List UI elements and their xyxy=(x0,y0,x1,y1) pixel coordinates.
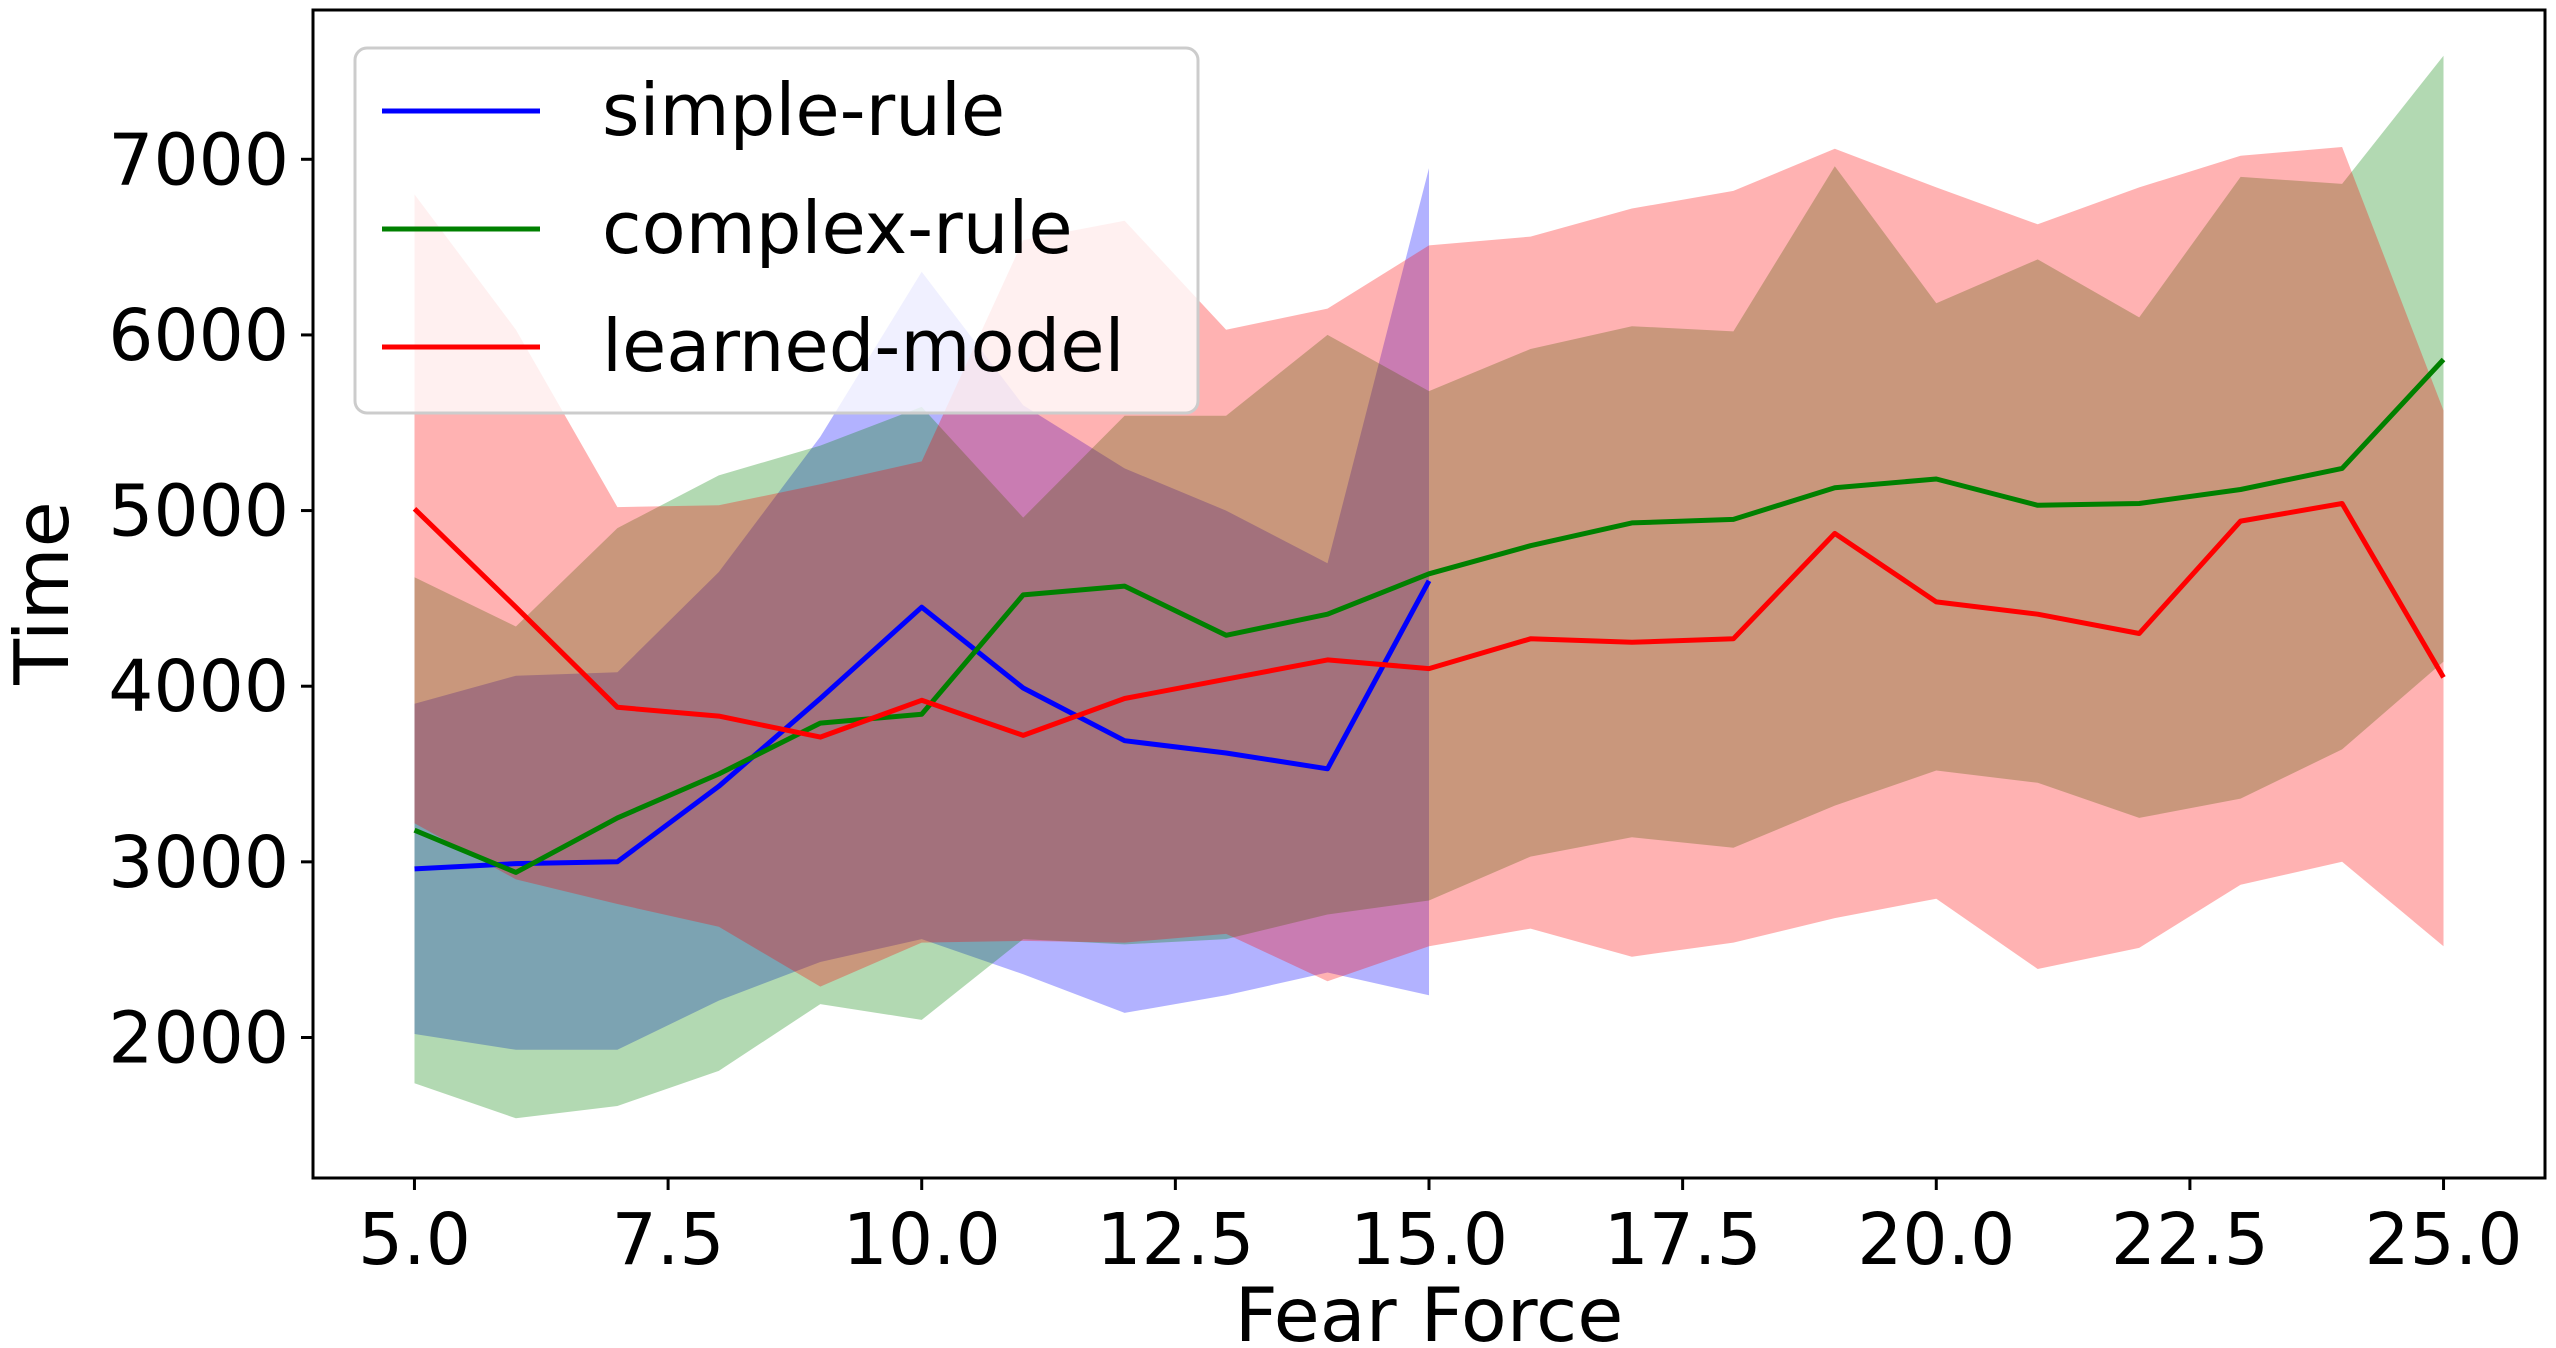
x-tick-label: 7.5 xyxy=(612,1198,725,1281)
y-axis-label: Time xyxy=(0,501,86,686)
simple-rule-line xyxy=(414,579,1432,872)
x-axis-ticks: 5.0 7.5 10.0 12.5 15.0 17.5 20.0 22.5 25.0 xyxy=(358,1178,2523,1281)
legend: simple-rule complex-rule learned-model xyxy=(353,46,1200,415)
y-tick-label: 4000 xyxy=(108,645,289,728)
complex-rule-band xyxy=(414,55,2444,1119)
series-lines xyxy=(412,357,2446,875)
x-tick-label: 12.5 xyxy=(1096,1198,1254,1281)
learned-model-band xyxy=(414,147,2444,987)
x-tick-label: 15.0 xyxy=(1350,1198,1508,1281)
y-axis-ticks: 2000 3000 4000 5000 6000 7000 xyxy=(108,118,313,1079)
x-tick-label: 17.5 xyxy=(1604,1198,1762,1281)
x-axis-label: Fear Force xyxy=(1235,1271,1624,1348)
x-tick-label: 25.0 xyxy=(2364,1198,2522,1281)
y-tick-label: 6000 xyxy=(108,294,289,377)
simple-rule-legend-label: simple-rule xyxy=(602,68,1005,152)
complex-rule-line xyxy=(413,357,2446,875)
y-tick-label: 7000 xyxy=(108,118,289,201)
learned-model-legend-label: learned-model xyxy=(602,304,1125,388)
y-tick-label: 2000 xyxy=(108,996,289,1079)
x-tick-label: 22.5 xyxy=(2111,1198,2269,1281)
legend-box xyxy=(353,46,1200,415)
y-tick-label: 5000 xyxy=(108,470,289,553)
x-tick-label: 10.0 xyxy=(843,1198,1001,1281)
learned-model-line xyxy=(412,501,2446,740)
x-tick-label: 5.0 xyxy=(358,1198,471,1281)
complex-rule-legend-label: complex-rule xyxy=(602,186,1073,270)
y-tick-label: 3000 xyxy=(108,821,289,904)
x-tick-label: 20.0 xyxy=(1857,1198,2015,1281)
